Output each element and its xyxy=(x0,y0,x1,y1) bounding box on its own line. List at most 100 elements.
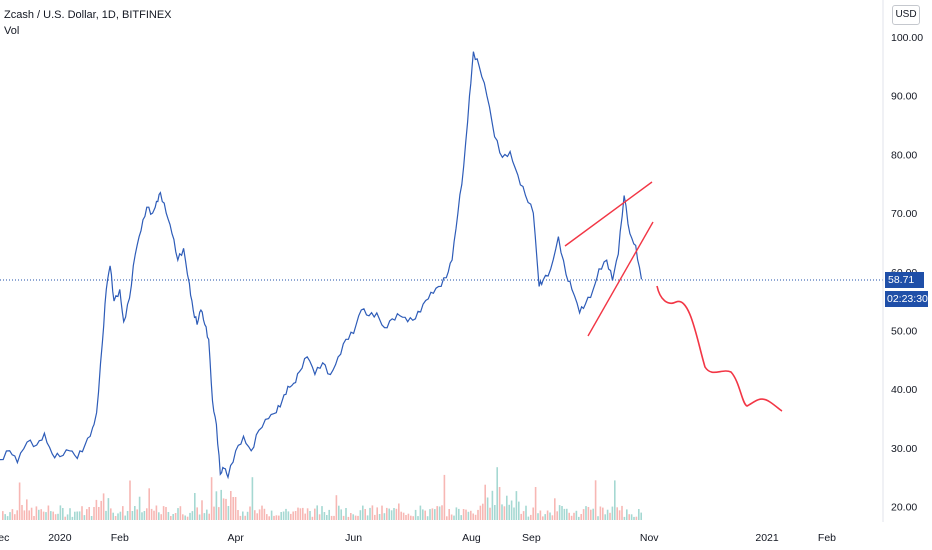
volume-bar xyxy=(81,506,83,520)
volume-bar xyxy=(6,516,9,520)
volume-bar xyxy=(282,511,285,520)
volume-bar xyxy=(546,510,549,520)
volume-bar xyxy=(371,505,374,520)
volume-bar xyxy=(74,511,76,520)
volume-bar xyxy=(304,513,306,520)
volume-bar xyxy=(508,504,510,520)
volume-bar xyxy=(438,506,441,520)
y-tick-label: 20.00 xyxy=(891,502,917,514)
volume-bar xyxy=(520,513,522,520)
currency-button[interactable]: USD xyxy=(892,5,920,25)
volume-bar xyxy=(191,511,194,520)
volume-bar xyxy=(328,509,330,520)
volume-bar xyxy=(69,508,71,520)
volume-bar xyxy=(266,514,268,520)
volume-bar xyxy=(366,515,369,520)
volume-bar xyxy=(402,512,405,520)
volume-bar xyxy=(342,515,345,520)
volume-bar xyxy=(78,511,81,520)
volume-bar xyxy=(4,514,6,520)
volume-bar xyxy=(198,514,201,520)
volume-bar xyxy=(62,508,64,520)
volume-bar xyxy=(568,512,570,520)
volume-bar xyxy=(434,509,436,520)
volume-bar xyxy=(239,515,242,520)
volume-bar xyxy=(604,514,606,520)
volume-bar xyxy=(534,487,537,520)
volume-bar xyxy=(470,510,472,520)
volume-bar xyxy=(222,498,225,520)
y-axis-ticks: 100.0090.0080.0070.0060.0050.0040.0030.0… xyxy=(891,32,923,514)
volume-bar xyxy=(299,508,302,520)
volume-bar xyxy=(410,515,412,520)
volume-bar xyxy=(117,513,119,520)
rising-wedge-upper-line xyxy=(564,181,653,247)
volume-bar xyxy=(477,509,479,520)
volume-bar xyxy=(146,508,148,520)
volume-bar xyxy=(71,516,74,520)
volume-bar xyxy=(167,512,170,520)
volume-bar xyxy=(352,514,354,520)
x-tick-label: Feb xyxy=(111,532,129,544)
volume-bar xyxy=(218,507,220,520)
volume-bar xyxy=(532,507,534,520)
volume-bar xyxy=(148,488,150,520)
volume-bar xyxy=(414,509,417,520)
volume-bar xyxy=(114,516,117,520)
y-tick-label: 80.00 xyxy=(891,149,917,161)
y-tick-label: 70.00 xyxy=(891,208,917,220)
volume-bar xyxy=(609,512,611,520)
volume-bar xyxy=(153,510,155,520)
volume-bar xyxy=(242,511,244,520)
volume-bar xyxy=(134,506,136,520)
volume-bar xyxy=(42,511,45,520)
volume-bar xyxy=(184,515,186,520)
volume-bar xyxy=(405,515,407,520)
volume-bar xyxy=(33,516,35,520)
volume-bar xyxy=(263,508,266,520)
volume-bar xyxy=(258,509,261,520)
volume-bar xyxy=(376,507,378,520)
volume-bar xyxy=(237,510,239,520)
volume-bar xyxy=(453,515,455,520)
volume-bar xyxy=(462,509,465,520)
volume-bar xyxy=(446,516,448,520)
volume-bar xyxy=(326,515,328,520)
volume-bar xyxy=(100,500,102,520)
volume-bar xyxy=(621,505,623,520)
volume-bar xyxy=(558,505,561,520)
volume-bar xyxy=(616,507,618,520)
volume-indicator-label[interactable]: Vol xyxy=(4,25,20,37)
volume-bar xyxy=(256,513,258,520)
volume-bar xyxy=(460,515,462,520)
volume-bar xyxy=(542,516,544,520)
volume-bar xyxy=(83,515,86,520)
volume-bar xyxy=(18,482,21,520)
volume-bar xyxy=(503,506,506,520)
volume-bar xyxy=(599,506,602,520)
volume-bar xyxy=(318,514,321,520)
volume-bar xyxy=(554,498,556,520)
volume-bar xyxy=(59,505,62,520)
volume-bar xyxy=(306,508,309,520)
volume-bar xyxy=(14,514,16,520)
volume-bar xyxy=(225,498,227,520)
volume-bar xyxy=(587,507,590,520)
volume-bar xyxy=(150,508,153,520)
volume-bar xyxy=(206,509,208,520)
volume-bar xyxy=(2,511,4,520)
x-tick-label: 2020 xyxy=(48,532,72,544)
volume-bar xyxy=(630,514,633,520)
volume-bar xyxy=(170,516,172,520)
volume-bar xyxy=(86,509,88,520)
volume-bar xyxy=(472,513,474,520)
volume-bar xyxy=(482,503,484,520)
volume-bar xyxy=(141,512,143,520)
volume-bar xyxy=(234,497,237,520)
volume-bar xyxy=(455,507,458,520)
volume-bar xyxy=(357,515,359,520)
volume-bar xyxy=(474,514,477,520)
volume-bar xyxy=(292,511,294,520)
volume-bar xyxy=(131,511,134,520)
